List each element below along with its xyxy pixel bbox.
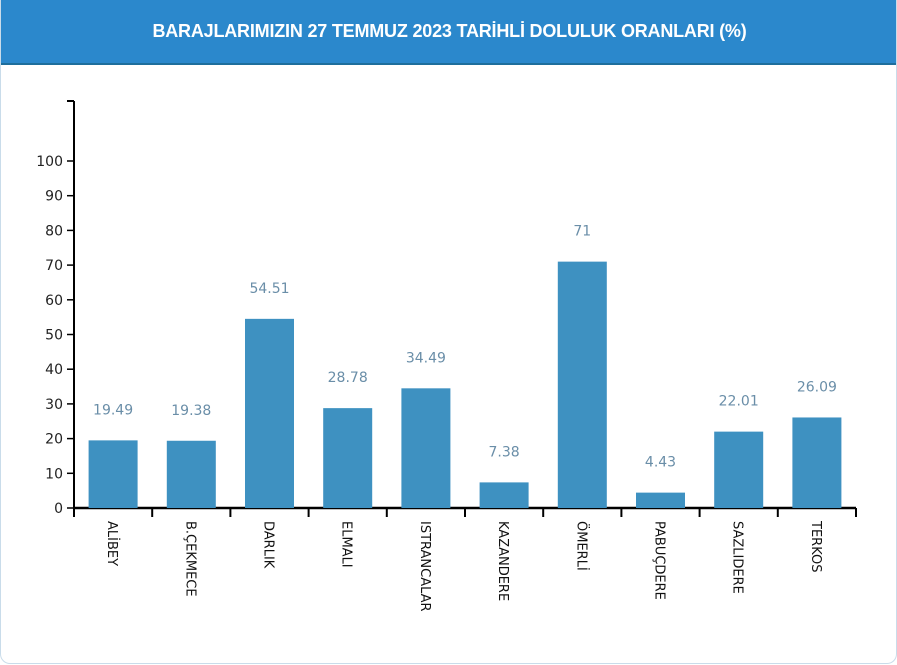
bar[interactable] — [88, 440, 138, 508]
bar[interactable] — [479, 482, 529, 508]
y-tick-label: 0 — [54, 501, 63, 517]
bar[interactable] — [714, 431, 764, 508]
bar-value-label: 4.43 — [645, 455, 676, 471]
y-tick-label: 100 — [36, 154, 63, 170]
y-axis: 0 10 20 30 40 50 60 70 80 90 100 — [36, 100, 75, 517]
bar[interactable] — [401, 388, 451, 508]
bars: 19.49 19.38 54.51 28.78 34.49 7.38 71 4.43 22.01… — [88, 224, 842, 508]
bar-value-label: 34.49 — [406, 350, 446, 366]
x-category-label: ELMALI — [339, 521, 354, 568]
chart-title: BARAJLARIMIZIN 27 TEMMUZ 2023 TARİHLİ DO… — [152, 21, 747, 41]
bar[interactable] — [792, 417, 842, 508]
bar[interactable] — [166, 440, 216, 508]
x-category-label: DARLIK — [261, 521, 276, 569]
y-tick-label: 50 — [45, 328, 63, 344]
x-category-label: ISTRANCALAR — [417, 521, 432, 612]
x-category-label: SAZLIDERE — [730, 521, 745, 594]
x-category-label: PABUÇDERE — [652, 521, 667, 600]
y-tick-label: 60 — [45, 293, 63, 309]
x-category-label: KAZANDERE — [495, 521, 510, 601]
bar[interactable] — [245, 318, 294, 508]
bar-value-label: 26.09 — [797, 379, 837, 395]
y-tick-label: 80 — [45, 223, 63, 239]
bar[interactable] — [636, 492, 685, 508]
x-axis: ALİBEY B.ÇEKMECE DARLIK ELMALI ISTRANCALAR KA… — [73, 506, 857, 612]
x-category-label: B.ÇEKMECE — [182, 521, 197, 597]
bar-value-label: 71 — [573, 224, 591, 240]
bar-value-label: 19.38 — [171, 403, 211, 419]
y-tick-label: 10 — [45, 466, 63, 482]
x-category-label: ÖMERLİ — [573, 521, 590, 571]
y-tick-label: 90 — [45, 189, 63, 205]
bar-value-label: 54.51 — [249, 281, 289, 297]
y-tick-label: 70 — [45, 258, 63, 274]
bar[interactable] — [323, 408, 373, 508]
bar-value-label: 19.49 — [93, 402, 133, 418]
x-category-label: TERKOS — [808, 520, 823, 573]
y-tick-label: 30 — [45, 397, 63, 413]
y-tick-label: 20 — [45, 432, 63, 448]
bar-value-label: 28.78 — [328, 370, 368, 386]
x-category-label: ALİBEY — [104, 521, 120, 566]
bar-value-label: 7.38 — [489, 444, 520, 460]
bar-value-label: 22.01 — [719, 394, 759, 410]
chart-header: BARAJLARIMIZIN 27 TEMMUZ 2023 TARİHLİ DO… — [1, 0, 896, 65]
y-tick-label: 40 — [45, 362, 63, 378]
bar[interactable] — [557, 261, 607, 508]
